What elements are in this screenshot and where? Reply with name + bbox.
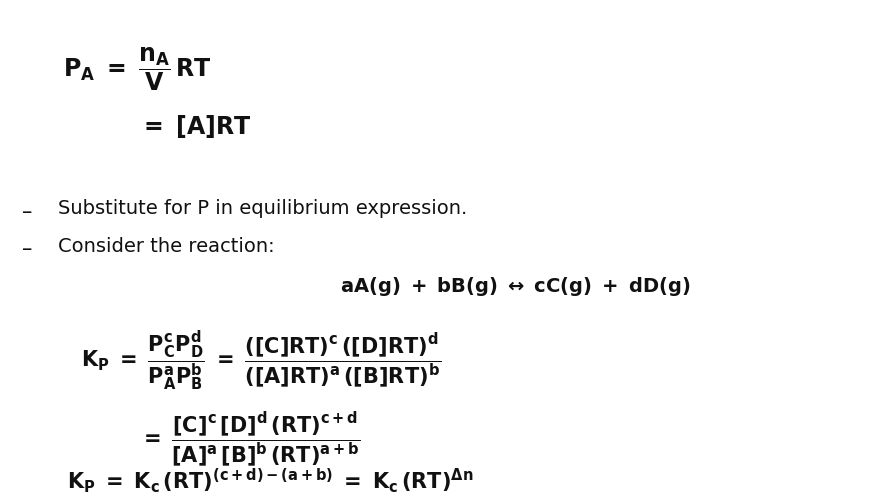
- Text: $\mathbf{K_P\ =\ \dfrac{P_C^c P_D^d}{P_A^a P_B^b}\ =\ \dfrac{([C]RT)^c\,([D]RT)^: $\mathbf{K_P\ =\ \dfrac{P_C^c P_D^d}{P_A…: [80, 330, 440, 394]
- Text: Substitute for P in equilibrium expression.: Substitute for P in equilibrium expressi…: [58, 199, 467, 218]
- Text: $\mathbf{=\ \dfrac{[C]^c\,[D]^d\,(RT)^{c+d}}{[A]^a\,[B]^b\,(RT)^{a+b}}}$: $\mathbf{=\ \dfrac{[C]^c\,[D]^d\,(RT)^{c…: [139, 411, 360, 469]
- Text: $\mathbf{P_A\ =\ \dfrac{n_A}{V}\,RT}$: $\mathbf{P_A\ =\ \dfrac{n_A}{V}\,RT}$: [63, 45, 211, 93]
- Text: $\mathbf{K_P\ =\ K_c\,(RT)^{(c+d)-(a+b)}\ =\ K_c\,(RT)^{\Delta n}}$: $\mathbf{K_P\ =\ K_c\,(RT)^{(c+d)-(a+b)}…: [67, 466, 473, 495]
- Text: $\mathbf{aA(g)\ +\ bB(g)\ \leftrightarrow\ cC(g)\ +\ dD(g)}$: $\mathbf{aA(g)\ +\ bB(g)\ \leftrightarro…: [340, 275, 689, 298]
- Text: $\mathbf{=\ [A]RT}$: $\mathbf{=\ [A]RT}$: [139, 113, 251, 141]
- Text: –: –: [22, 202, 33, 222]
- Text: –: –: [22, 239, 33, 260]
- Text: Consider the reaction:: Consider the reaction:: [58, 237, 274, 256]
